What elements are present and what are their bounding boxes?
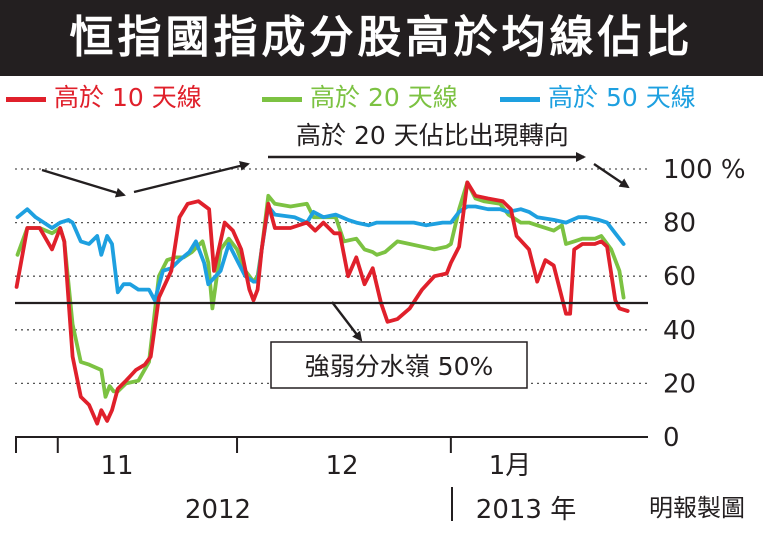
legend-item-20-day: 高於 20 天線 bbox=[262, 80, 458, 116]
x-month-label-1: 12 bbox=[325, 451, 358, 481]
x-month-label-0: 11 bbox=[100, 451, 133, 481]
y-tick-label-0: 0 bbox=[663, 423, 680, 453]
legend-label-20-day: 高於 20 天線 bbox=[310, 83, 458, 112]
trend-annotation: 高於 20 天佔比出現轉向 bbox=[296, 121, 569, 150]
y-axis-ticks: 0 20 40 60 80 100 % bbox=[663, 155, 746, 453]
y-tick-label-80: 80 bbox=[663, 209, 696, 239]
x-year-label-0: 2012 bbox=[185, 495, 251, 525]
x-month-label-2: 1月 bbox=[489, 451, 532, 481]
legend-swatch-50-day bbox=[500, 96, 540, 102]
annotation-arrow-1 bbox=[133, 161, 250, 194]
x-axis: 11 12 1月 2012 2013 年 bbox=[15, 436, 648, 525]
y-tick-label-40: 40 bbox=[663, 316, 696, 346]
legend: 高於 10 天線 高於 20 天線 高於 50 天線 bbox=[0, 80, 763, 116]
trend-arrows bbox=[41, 152, 630, 342]
annotation-arrow-0 bbox=[41, 168, 126, 198]
y-tick-label-100: 100 % bbox=[663, 155, 746, 185]
y-tick-label-20: 20 bbox=[663, 369, 696, 399]
legend-item-50-day: 高於 50 天線 bbox=[500, 80, 696, 116]
legend-label-50-day: 高於 50 天線 bbox=[548, 83, 696, 112]
series-line-0 bbox=[14, 180, 630, 426]
watershed-label: 強弱分水嶺 50% bbox=[305, 352, 494, 381]
legend-swatch-10-day bbox=[6, 96, 46, 102]
legend-item-10-day: 高於 10 天線 bbox=[6, 80, 202, 116]
series-line-1 bbox=[15, 180, 626, 399]
legend-swatch-20-day bbox=[262, 96, 302, 102]
credit: 明報製圖 bbox=[649, 494, 745, 522]
y-tick-label-60: 60 bbox=[663, 262, 696, 292]
annotation-arrow-3 bbox=[593, 163, 630, 189]
x-year-label-1: 2013 年 bbox=[476, 495, 576, 525]
annotation-arrow-4 bbox=[331, 301, 363, 342]
series-lines bbox=[14, 180, 630, 426]
series-line-2 bbox=[15, 204, 626, 303]
legend-label-10-day: 高於 10 天線 bbox=[54, 83, 202, 112]
chart-title: 恒指國指成分股高於均線佔比 bbox=[0, 0, 763, 76]
watershed-box bbox=[270, 341, 528, 389]
